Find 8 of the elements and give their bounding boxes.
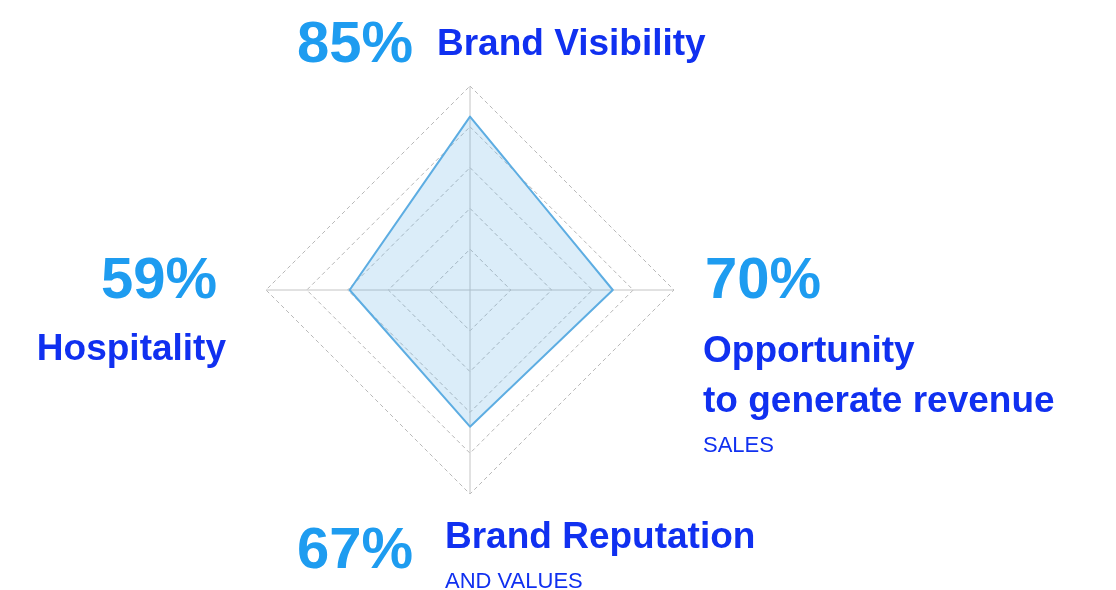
spoke-label: Hospitality	[36, 327, 227, 368]
spoke-label: Brand Reputation AND VALUES	[445, 515, 756, 590]
text: 67%	[296, 515, 413, 580]
text: 85%	[296, 9, 413, 74]
text: 59%	[100, 245, 217, 310]
text: 70%	[705, 245, 822, 310]
spoke-label: Opportunity to generate revenue SALES	[703, 329, 1055, 457]
spoke-label: Brand Visibility	[437, 22, 707, 63]
